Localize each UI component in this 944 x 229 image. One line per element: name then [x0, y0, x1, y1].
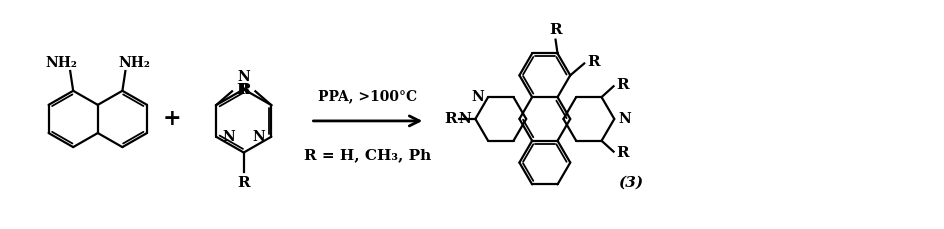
Text: N: N: [471, 90, 483, 104]
Text: R: R: [615, 146, 629, 160]
Text: R: R: [586, 55, 599, 69]
Text: N: N: [222, 130, 234, 144]
Text: R: R: [444, 112, 456, 126]
Text: R: R: [615, 78, 629, 92]
Text: R: R: [237, 176, 250, 190]
Text: R = H, CH₃, Ph: R = H, CH₃, Ph: [304, 149, 431, 163]
Text: R: R: [236, 83, 248, 97]
Text: N: N: [237, 70, 250, 84]
Text: R: R: [239, 83, 251, 97]
Text: +: +: [162, 108, 181, 130]
Text: (3): (3): [617, 175, 643, 189]
Text: N: N: [252, 130, 265, 144]
Text: NH₂: NH₂: [45, 56, 77, 70]
Text: PPA, >100°C: PPA, >100°C: [318, 89, 417, 103]
Text: NH₂: NH₂: [118, 56, 150, 70]
Text: N: N: [617, 112, 631, 126]
Text: N: N: [458, 112, 471, 126]
Text: R: R: [548, 23, 562, 37]
